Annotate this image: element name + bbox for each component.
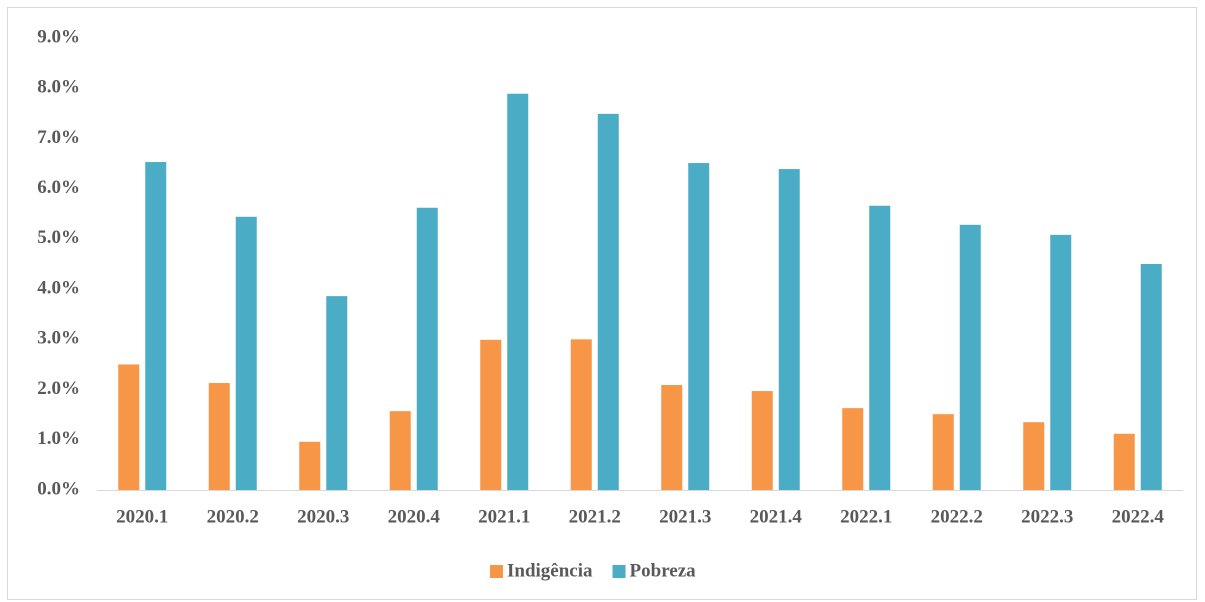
x-tick-label: 2020.3 — [297, 506, 349, 527]
bar — [842, 408, 864, 490]
bar — [326, 296, 348, 490]
bar — [570, 339, 592, 490]
bar — [145, 162, 167, 490]
bar — [480, 339, 502, 490]
y-tick-label: 7.0% — [37, 127, 80, 148]
y-tick-label: 8.0% — [37, 77, 80, 98]
y-tick-label: 2.0% — [37, 378, 80, 399]
legend-label: Pobreza — [630, 560, 697, 581]
x-tick-label: 2021.4 — [750, 506, 803, 527]
bar — [751, 391, 773, 490]
bar — [507, 93, 529, 490]
y-tick-label: 3.0% — [37, 328, 80, 349]
x-tick-label: 2022.3 — [1021, 506, 1073, 527]
y-tick-label: 1.0% — [37, 428, 80, 449]
bar — [1140, 264, 1162, 490]
bar — [661, 385, 683, 490]
bar — [869, 205, 891, 490]
legend-swatch — [612, 565, 626, 578]
bar — [118, 364, 140, 490]
x-tick-label: 2022.4 — [1112, 506, 1165, 527]
bar — [208, 383, 230, 490]
x-tick-label: 2020.2 — [207, 506, 259, 527]
bar — [1050, 234, 1072, 490]
bar — [932, 414, 954, 490]
bar — [778, 169, 800, 490]
y-tick-label: 9.0% — [37, 26, 80, 47]
bar — [597, 113, 619, 490]
x-tick-label: 2020.1 — [116, 506, 168, 527]
bar — [688, 163, 710, 490]
x-tick-label: 2021.1 — [478, 506, 530, 527]
y-tick-label: 0.0% — [37, 478, 80, 499]
bar — [1023, 422, 1045, 490]
x-tick-label: 2022.1 — [840, 506, 892, 527]
bar — [299, 441, 321, 490]
x-tick-label: 2021.3 — [659, 506, 711, 527]
bar — [389, 411, 411, 490]
bar — [959, 224, 981, 490]
y-tick-label: 4.0% — [37, 277, 80, 298]
y-tick-label: 5.0% — [37, 227, 80, 248]
legend-label: Indigência — [507, 560, 593, 581]
legend-swatch — [490, 565, 503, 578]
bar — [416, 207, 438, 491]
y-tick-label: 6.0% — [37, 177, 80, 198]
x-tick-label: 2021.2 — [569, 506, 621, 527]
bar — [1113, 433, 1135, 490]
x-tick-label: 2022.2 — [931, 506, 983, 527]
bar — [235, 216, 257, 490]
x-tick-label: 2020.4 — [388, 506, 441, 527]
